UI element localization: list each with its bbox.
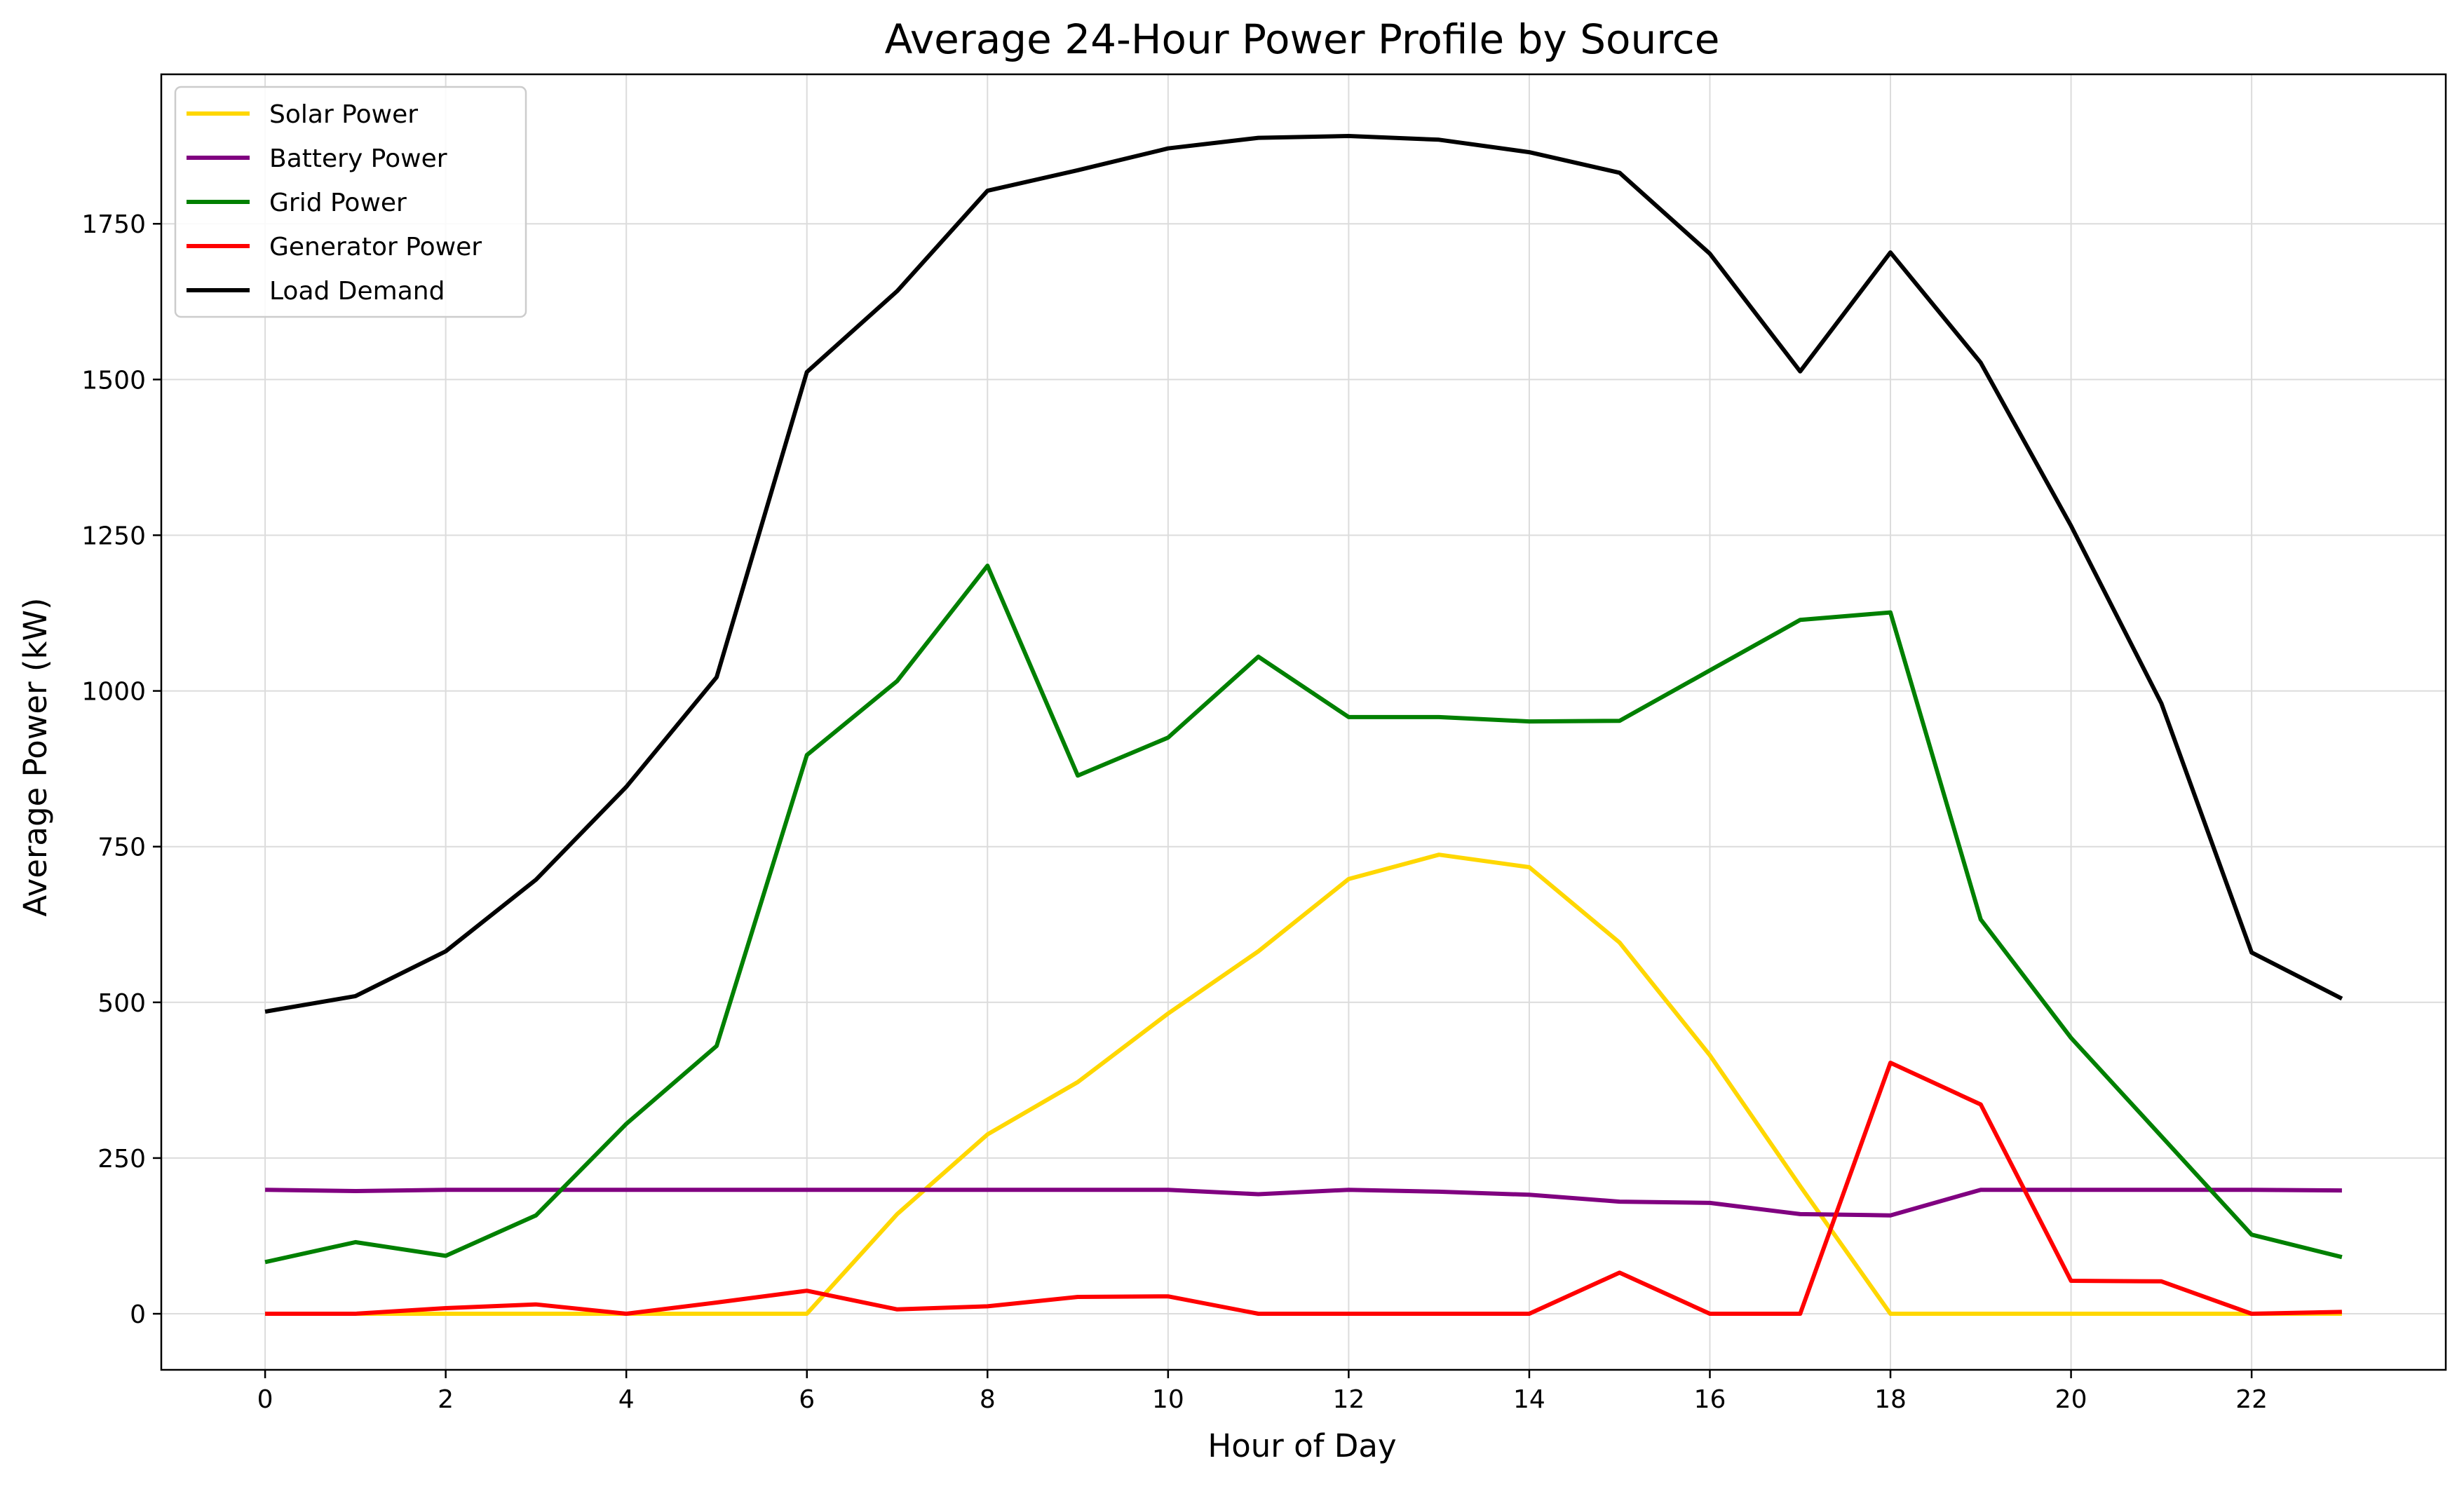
x-tick-label: 6 [799, 1385, 815, 1414]
series-line-grid-power [264, 564, 2343, 1265]
legend-item-grid-power: Grid Power [187, 189, 407, 217]
series-line-generator-power [265, 1061, 2342, 1316]
y-tick-label: 1250 [81, 522, 146, 550]
chart-title: Average 24-Hour Power Profile by Source [885, 15, 1720, 63]
legend-label: Battery Power [269, 144, 447, 173]
legend: Solar Power Battery Power Grid Power Genera… [174, 86, 527, 318]
x-tick-label: 12 [1332, 1385, 1365, 1414]
legend-item-battery-power: Battery Power [187, 144, 447, 173]
series-line-battery-power [265, 1188, 2342, 1218]
y-axis-label: Average Power (kW) [17, 597, 54, 916]
x-tick-label: 8 [980, 1385, 996, 1414]
y-tick-label: 500 [97, 989, 146, 1018]
legend-item-generator-power: Generator Power [187, 233, 482, 261]
y-tick-label: 750 [97, 834, 146, 862]
axis-ticks: 0 2 4 6 8 10 12 14 16 18 20 22 0 250 500 750 1000 1250 150… [81, 210, 2268, 1414]
x-tick-label: 14 [1513, 1385, 1545, 1414]
y-tick-label: 250 [97, 1145, 146, 1174]
y-tick-label: 1500 [81, 366, 146, 395]
legend-items: Solar Power Battery Power Grid Power Genera… [187, 100, 482, 306]
y-tick-label: 1000 [81, 678, 146, 707]
legend-label: Generator Power [269, 233, 482, 261]
x-tick-label: 22 [2235, 1385, 2268, 1414]
plot-frame [160, 73, 2447, 1371]
legend-label: Grid Power [269, 189, 407, 217]
grid [161, 74, 2446, 1370]
legend-item-solar-power: Solar Power [187, 100, 418, 129]
x-axis-label: Hour of Day [1207, 1427, 1396, 1464]
legend-label: Solar Power [269, 100, 418, 129]
x-tick-label: 20 [2055, 1385, 2087, 1414]
x-tick-label: 16 [1694, 1385, 1726, 1414]
x-tick-label: 2 [438, 1385, 454, 1414]
legend-item-load-demand: Load Demand [187, 277, 445, 306]
y-tick-label: 1750 [81, 210, 146, 239]
series-lines [264, 134, 2343, 1316]
x-tick-label: 0 [257, 1385, 273, 1414]
series-line-load-demand [264, 134, 2343, 1014]
x-tick-label: 4 [618, 1385, 635, 1414]
legend-box [174, 86, 527, 318]
legend-label: Load Demand [269, 277, 445, 306]
y-tick-label: 0 [130, 1300, 146, 1329]
x-tick-label: 10 [1152, 1385, 1184, 1414]
x-tick-label: 18 [1874, 1385, 1907, 1414]
